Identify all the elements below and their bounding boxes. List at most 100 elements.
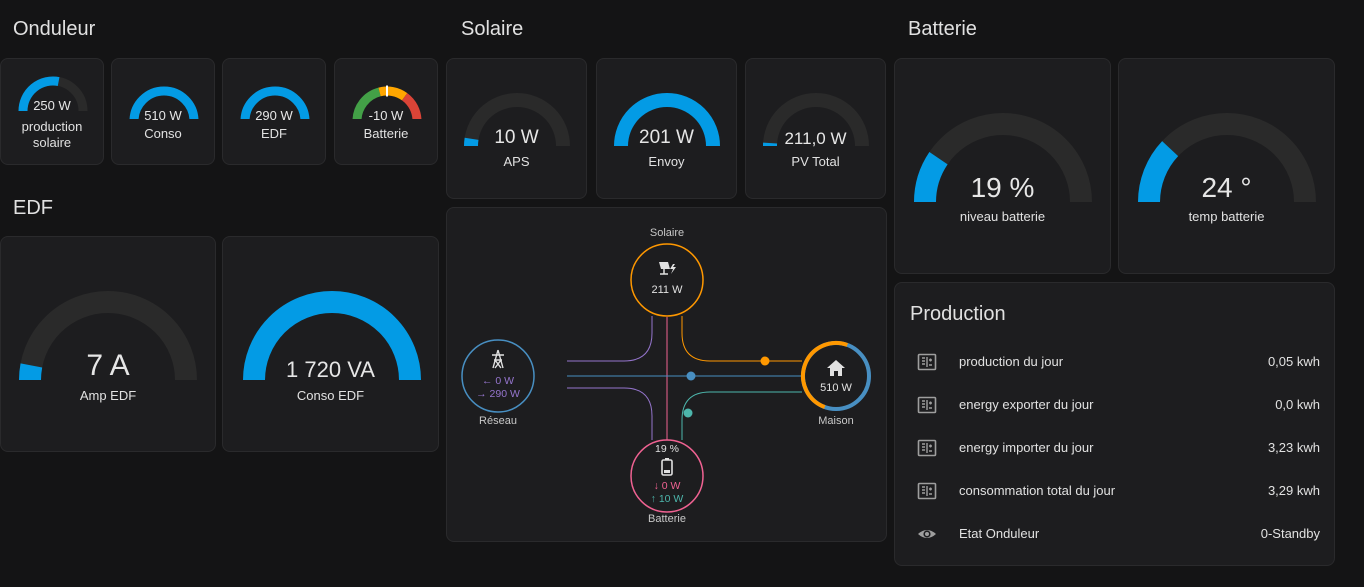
gauge-card-conso[interactable]: 510 W Conso <box>111 58 215 165</box>
gauge-label: Envoy <box>648 154 685 169</box>
gauge-fill <box>240 86 310 119</box>
gauge-arc <box>464 93 570 147</box>
gauge-card-conso-edf[interactable]: 1 720 VA Conso EDF <box>222 236 439 452</box>
gauge-value: 201 W <box>639 127 694 148</box>
production-row-label: energy importer du jour <box>959 440 1094 455</box>
solar-node-value: 211 W <box>652 284 684 296</box>
gauge-value: 1 720 VA <box>286 357 375 382</box>
section-title-onduleur: Onduleur <box>13 18 96 40</box>
gauge-arc <box>18 76 88 112</box>
gauge-card-niveau-batterie[interactable]: 19 % niveau batterie <box>894 58 1111 274</box>
gauge-arc <box>614 93 720 147</box>
solar-panel-icon <box>659 262 676 275</box>
gauge-label: Amp EDF <box>79 388 137 403</box>
production-row[interactable]: energy importer du jour 3,23 kwh <box>895 436 1334 460</box>
gauge-label: Conso EDF <box>296 388 365 403</box>
gauge-arc <box>762 93 869 147</box>
production-row-value: 0,0 kwh <box>1275 397 1320 412</box>
production-row-value: 3,29 kwh <box>1267 483 1320 498</box>
production-row[interactable]: energy exporter du jour 0,0 kwh <box>895 393 1334 417</box>
gauge-segment-green <box>352 87 381 119</box>
production-card: Production production du jour 0,05 kwh e… <box>894 282 1335 566</box>
gauge-arc <box>914 113 1092 203</box>
gauge-label: Conso <box>144 126 182 141</box>
gauge-arc <box>240 86 310 119</box>
gauge-arc <box>18 291 197 381</box>
flow-line-grid-battery <box>567 387 653 440</box>
gauge-card-temp-batterie[interactable]: 24 ° temp batterie <box>1118 58 1335 274</box>
gauge-value: 510 W <box>144 108 182 123</box>
battery-node-name: Batterie <box>648 513 686 525</box>
gauge-card-aps[interactable]: 10 W APS <box>446 58 587 199</box>
gauge-card-edf[interactable]: 290 W EDF <box>222 58 326 165</box>
grid-import-value: ← 0 W <box>482 375 514 387</box>
flow-dot-solar-home <box>760 356 770 366</box>
gauge-card-amp-edf[interactable]: 7 A Amp EDF <box>0 236 216 452</box>
gauge-value: 211,0 W <box>784 129 847 148</box>
gauge-value: 19 % <box>970 172 1035 203</box>
gauge-label: PV Total <box>791 154 840 169</box>
gauge-fill <box>18 76 60 112</box>
gauge-label: temp batterie <box>1188 209 1265 224</box>
gauge-track <box>19 291 197 381</box>
solar-node-name: Solaire <box>650 227 684 239</box>
production-row[interactable]: consommation total du jour 3,29 kwh <box>895 479 1334 503</box>
gauge-card-batterie-power[interactable]: -10 W Batterie <box>334 58 438 165</box>
grid-node[interactable] <box>461 339 535 413</box>
production-row-value: 3,23 kwh <box>1267 440 1320 455</box>
eye-icon <box>918 530 936 538</box>
grid-node-name: Réseau <box>479 415 517 427</box>
gauge-value: -10 W <box>368 108 404 123</box>
meter-icon <box>917 396 937 414</box>
gauge-value: 24 ° <box>1201 172 1252 203</box>
flow-line-solar-home <box>681 316 802 362</box>
battery-out-value: ↓ 0 W <box>654 480 681 492</box>
production-row-value: 0-Standby <box>1260 526 1320 541</box>
battery-percent: 19 % <box>655 443 679 455</box>
battery-node[interactable] <box>630 439 704 513</box>
energy-flow-diagram: Solaire 211 W ← 0 W → 290 W Réseau 510 W… <box>461 227 871 525</box>
production-row-label: Etat Onduleur <box>959 526 1040 541</box>
meter-icon <box>917 482 937 500</box>
flow-dot-battery-home <box>683 408 693 418</box>
gauge-track <box>763 93 869 147</box>
gauge-track <box>464 93 570 147</box>
gauge-label: EDF <box>261 126 287 141</box>
meter-icon <box>917 353 937 371</box>
battery-icon <box>661 458 673 476</box>
energy-flow-card[interactable]: Solaire 211 W ← 0 W → 290 W Réseau 510 W… <box>446 207 887 542</box>
gauge-arc <box>129 86 199 119</box>
gauge-fill <box>464 137 479 147</box>
section-title-batterie: Batterie <box>908 18 977 40</box>
battery-in-value: ↑ 10 W <box>651 493 684 505</box>
gauge-value: 290 W <box>255 108 293 123</box>
gauge-value: 10 W <box>494 127 539 148</box>
production-row[interactable]: production du jour 0,05 kwh <box>895 350 1334 374</box>
gauge-fill <box>914 151 948 203</box>
section-title-edf: EDF <box>13 197 53 219</box>
gauge-fill <box>243 291 421 381</box>
production-row-label: energy exporter du jour <box>959 397 1094 412</box>
gauge-card-envoy[interactable]: 201 W Envoy <box>596 58 737 199</box>
gauge-arc <box>243 291 421 381</box>
transmission-tower-icon <box>492 349 504 369</box>
gauge-card-pv-total[interactable]: 211,0 W PV Total <box>745 58 886 199</box>
gauge-fill <box>18 363 43 381</box>
production-row-value: 0,05 kwh <box>1267 354 1320 369</box>
flow-dot-grid-home <box>686 371 696 381</box>
gauge-arc <box>1138 113 1316 203</box>
gauge-card-production-solaire[interactable]: 250 W production solaire <box>0 58 104 165</box>
gauge-label: production solaire <box>21 119 83 150</box>
gauge-segment-orange <box>378 86 408 101</box>
production-title: Production <box>910 303 1006 325</box>
gauge-label: Batterie <box>363 126 409 141</box>
gauge-fill <box>129 86 199 119</box>
gauge-value: 250 W <box>33 98 71 113</box>
production-row[interactable]: Etat Onduleur 0-Standby <box>895 522 1334 546</box>
gauge-label: niveau batterie <box>959 209 1046 224</box>
meter-icon <box>917 439 937 457</box>
production-row-label: production du jour <box>959 354 1064 369</box>
solar-node[interactable] <box>630 243 704 317</box>
gauge-label: APS <box>503 154 530 169</box>
flow-line-solar-grid <box>567 316 653 362</box>
